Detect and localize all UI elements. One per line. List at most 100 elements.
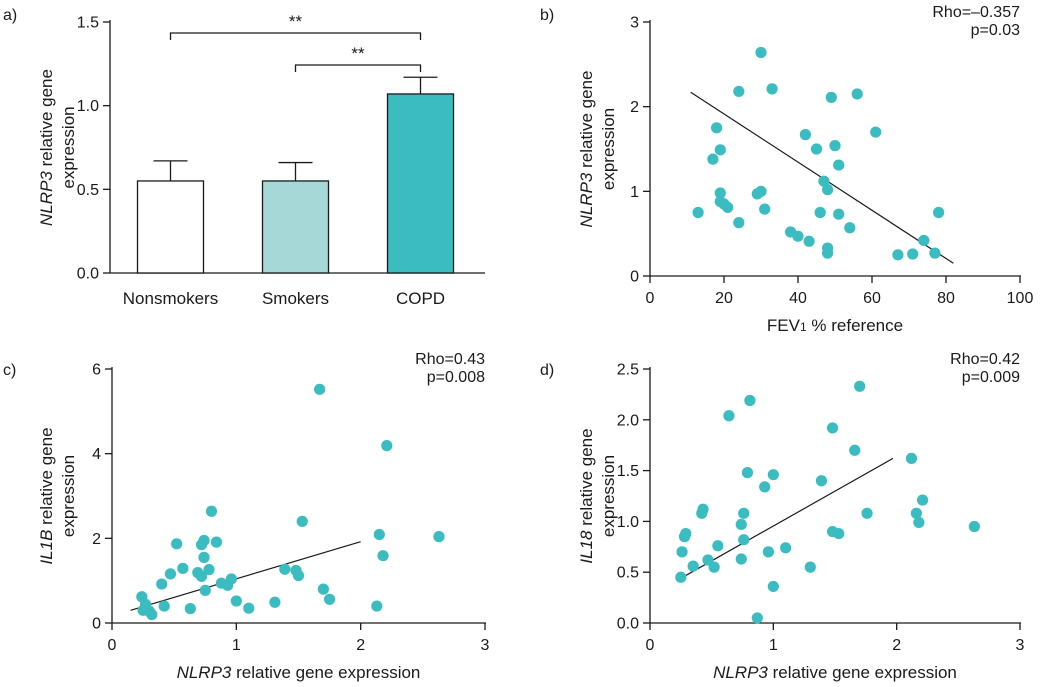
data-point: [751, 612, 763, 624]
data-point: [377, 550, 389, 562]
data-point: [243, 602, 255, 614]
data-point: [714, 144, 726, 156]
data-point: [892, 249, 904, 261]
significance-bracket: [294, 64, 422, 72]
x-tick-label: 40: [789, 290, 807, 307]
panel-d: d) IL18 relative gene expression 0.0 0.5 1.0 1…: [540, 351, 1025, 682]
data-point: [851, 88, 863, 100]
y-tick-label: 2.5: [617, 362, 639, 379]
data-point: [146, 608, 158, 621]
data-point: [929, 247, 941, 259]
data-point: [164, 568, 177, 580]
data-point: [755, 185, 767, 197]
data-point: [203, 564, 215, 576]
data-point: [744, 394, 756, 407]
regression-line: [680, 457, 894, 579]
data-point: [697, 503, 709, 515]
y-tick-label: 2: [630, 99, 639, 116]
data-point: [755, 46, 767, 59]
y-axis-label: NLRP3 relative gene: [37, 69, 56, 226]
data-point: [815, 475, 828, 487]
data-point: [708, 561, 720, 573]
data-point: [381, 440, 393, 452]
significance-label: **: [289, 12, 303, 31]
x-tick-label: 0: [108, 637, 117, 654]
data-point: [314, 383, 326, 395]
data-point: [680, 527, 692, 540]
data-point: [158, 600, 170, 612]
data-point: [198, 551, 210, 563]
y-tick-label: 2.0: [617, 412, 639, 429]
panel-label: b): [540, 7, 554, 24]
x-tick-label: 3: [1016, 637, 1025, 654]
data-point: [767, 580, 779, 593]
data-point: [195, 570, 208, 583]
data-point: [833, 208, 845, 220]
data-point: [792, 230, 804, 242]
data-point: [184, 603, 196, 615]
data-point: [916, 494, 929, 506]
data-point: [433, 531, 445, 543]
y-tick-label: 1: [630, 184, 639, 201]
data-point: [738, 534, 750, 546]
y-tick-label: 6: [92, 362, 101, 379]
x-axis-label-italic: NLRP3: [713, 663, 768, 682]
data-point: [735, 518, 747, 531]
y-axis-label-line2: expression: [599, 108, 618, 190]
data-point: [156, 578, 168, 590]
data-point: [735, 553, 747, 565]
x-tick-label: 2: [892, 637, 901, 654]
x-tick-label: Smokers: [262, 289, 329, 308]
correlation-p-value: p=0.009: [962, 369, 1020, 386]
y-axis-label-italic: IL18: [577, 530, 596, 564]
y-axis-label: IL18 relative gene: [577, 428, 596, 563]
data-point: [907, 248, 919, 260]
y-axis-label-line2: expression: [59, 455, 78, 537]
data-point: [371, 600, 383, 612]
y-axis-label-rest: relative gene: [37, 69, 56, 171]
x-axis-label-post: % reference: [807, 316, 903, 335]
data-point: [913, 516, 925, 529]
data-point: [230, 595, 242, 607]
y-tick-label: 0.5: [617, 565, 639, 582]
data-point: [833, 527, 845, 540]
significance-bracket: [169, 32, 422, 40]
y-axis-label-italic: NLRP3: [37, 171, 56, 226]
data-point: [171, 538, 183, 550]
data-point: [822, 184, 834, 196]
x-axis-label-italic: NLRP3: [177, 663, 232, 682]
bar-nonsmokers: [136, 180, 205, 274]
data-point: [687, 560, 699, 572]
data-point: [712, 540, 724, 552]
data-point: [675, 571, 687, 583]
data-point: [933, 206, 945, 219]
y-tick-label: 0.5: [77, 182, 99, 199]
data-point: [177, 562, 189, 574]
panel-label: d): [540, 362, 554, 379]
data-point: [733, 217, 745, 229]
data-point: [799, 129, 812, 141]
y-axis-label-rest: relative gene: [577, 71, 596, 173]
x-axis-label-sub: 1: [800, 320, 807, 334]
data-point: [905, 452, 918, 465]
data-point: [854, 380, 866, 392]
data-point: [759, 481, 771, 493]
data-point: [296, 515, 308, 528]
data-point: [829, 140, 841, 152]
correlation-p-value: p=0.03: [971, 22, 1020, 39]
x-tick-label: 0: [646, 637, 655, 654]
data-point: [738, 507, 750, 519]
regression-line: [130, 541, 361, 611]
data-point: [317, 583, 329, 595]
y-axis-label-rest: relative gene: [577, 428, 596, 530]
y-axis-label-italic: NLRP3: [577, 172, 596, 227]
data-point: [826, 422, 839, 434]
data-point: [870, 126, 882, 138]
y-tick-label: 0.0: [617, 616, 639, 633]
y-axis-label-rest: relative gene: [37, 427, 56, 529]
data-point: [279, 563, 291, 575]
y-tick-label: 2: [92, 531, 101, 548]
data-point: [323, 593, 336, 605]
data-point: [766, 83, 778, 95]
